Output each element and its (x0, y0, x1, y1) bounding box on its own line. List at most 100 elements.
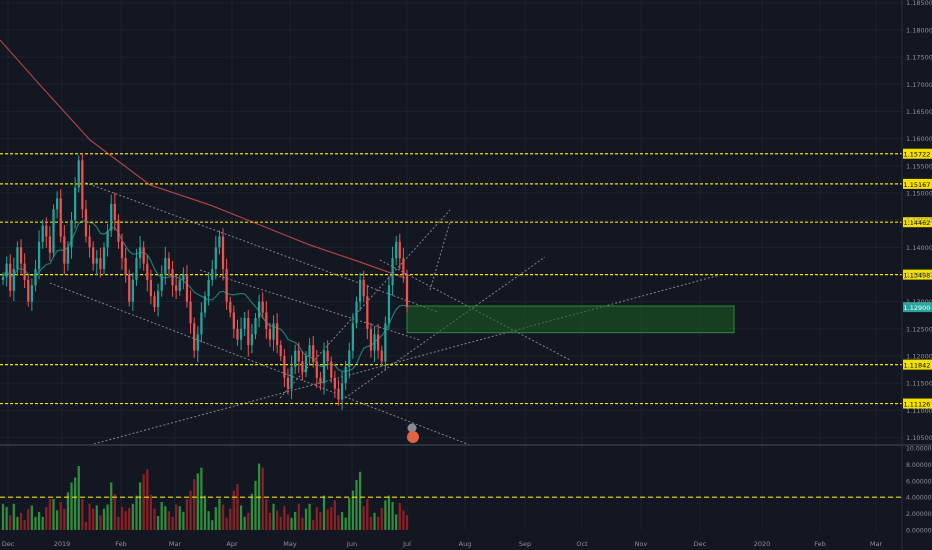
candle-body (81, 160, 84, 210)
candle-body (200, 312, 203, 335)
candle-body (167, 258, 171, 270)
candle-body (149, 279, 153, 297)
candle-body (41, 225, 44, 242)
candle-body (276, 323, 279, 346)
level-label: 1.11126 (904, 401, 931, 409)
candle-body (5, 263, 8, 278)
candle-body (214, 247, 217, 270)
time-axis[interactable]: Dec 2019 Feb Mar Apr May Jun Jul Aug Sep Oct Nov Dec… (2, 540, 883, 548)
volume-bar (272, 503, 275, 530)
candle-body (196, 334, 199, 351)
time-tick-label: Aug (459, 540, 472, 548)
level-label: 1.11842 (904, 362, 931, 370)
candle-body (9, 263, 12, 291)
candle-body (102, 247, 106, 270)
candle-body (384, 323, 387, 362)
volume-bar (182, 511, 185, 530)
candle-body (286, 377, 290, 389)
time-tick-label: Jun (346, 540, 357, 548)
volume-bar (261, 467, 264, 530)
candle-body (402, 258, 405, 275)
candles (1, 153, 409, 410)
candle-body (236, 328, 239, 340)
level-label-bg (903, 359, 932, 370)
volume-bar (88, 503, 91, 530)
candle-body (358, 279, 362, 302)
volume-bar (326, 509, 329, 530)
candle-body (326, 350, 329, 362)
trendline (199, 269, 421, 341)
candle-body (257, 301, 261, 318)
volume-bar (315, 507, 318, 530)
candle-body (261, 301, 264, 313)
time-tick-label: Mar (169, 540, 182, 548)
volume-bar (395, 514, 398, 530)
candle-body (153, 296, 156, 308)
volume-bar (286, 514, 290, 530)
volume-tick-label: 8.00000 (906, 462, 932, 469)
candle-body (229, 301, 232, 313)
candle-body (113, 203, 116, 221)
candle-body (348, 350, 351, 367)
volume-bar (19, 512, 23, 530)
candle-body (373, 334, 376, 351)
candle-body (221, 236, 225, 270)
candle-body (366, 296, 369, 329)
volume-bar (225, 517, 228, 530)
volume-bar (153, 508, 156, 530)
time-tick-label: Mar (870, 540, 883, 548)
level-label-bg (903, 398, 932, 409)
time-tick-label: Oct (576, 540, 588, 548)
volume-bar (294, 511, 297, 530)
candle-body (19, 247, 23, 264)
level-label-bg (903, 178, 932, 189)
volume-bar (128, 507, 131, 530)
volume-bar (330, 507, 333, 530)
price-axis[interactable]: 1.15722 1.15167 1.14462 1.13498 1.11842 1.111… (903, 0, 932, 442)
volume-bars (0, 463, 902, 530)
candle-body (254, 317, 257, 335)
event-badge-icon-orange (407, 431, 419, 443)
candle-body (45, 225, 48, 237)
candle-body (351, 323, 355, 351)
candle-body (391, 258, 394, 286)
candle-body (124, 258, 127, 275)
candle-body (77, 160, 80, 188)
candle-body (218, 236, 221, 248)
volume-bar (304, 508, 308, 530)
candle-body (171, 269, 174, 286)
candle-body (265, 312, 268, 329)
volume-bar (59, 502, 62, 530)
volume-bar (113, 493, 116, 530)
price-tick-label: 1.15500 (906, 162, 932, 170)
volume-bar (203, 495, 207, 530)
candle-body (34, 269, 37, 286)
candle-body (99, 258, 102, 270)
volume-bar (358, 471, 362, 530)
candle-body (247, 317, 250, 346)
candle-body (294, 350, 297, 367)
candle-body (330, 361, 333, 378)
volume-bar (99, 515, 102, 530)
candle-body (131, 279, 134, 302)
volume-bar (362, 506, 365, 530)
candle-body (63, 236, 66, 264)
time-tick-label: Apr (226, 540, 238, 548)
volume-bar (16, 516, 19, 530)
volume-bar (66, 492, 70, 530)
price-tick-label: 1.17000 (906, 81, 932, 89)
event-badge[interactable] (407, 423, 419, 444)
time-tick-label: Jul (402, 540, 411, 548)
volume-bar (373, 512, 376, 530)
volume-axis: 10.00000 8.00000 6.00000 4.00000 2.00000 0.00… (906, 446, 932, 535)
volume-bar (377, 516, 380, 530)
candle-body (27, 279, 30, 302)
volume-bar (214, 507, 217, 530)
volume-bar (12, 503, 15, 530)
candle-body (369, 328, 373, 351)
volume-bar (312, 520, 315, 530)
level-label-bg (903, 148, 932, 159)
time-tick-label: Dec (694, 540, 707, 548)
volume-bar (236, 484, 239, 530)
